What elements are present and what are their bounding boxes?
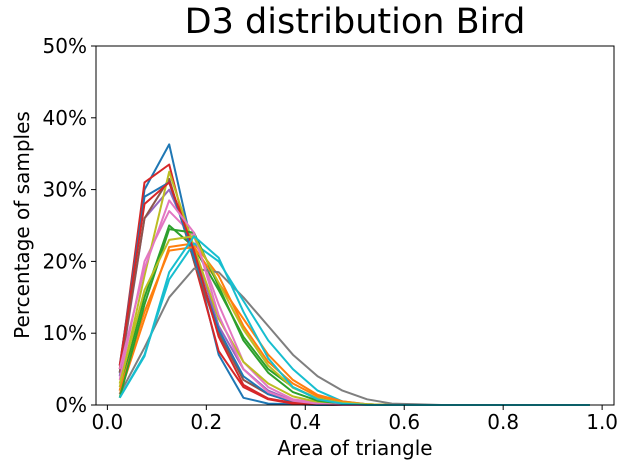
y-tick-label: 30% (43, 178, 87, 202)
series-line-10 (118, 242, 590, 406)
series-line-4 (118, 163, 590, 406)
x-tick-label: 0.6 (388, 410, 420, 434)
series-line-14 (118, 181, 590, 406)
series-line-17 (118, 235, 590, 406)
series-line-6 (118, 177, 590, 406)
y-tick-label: 0% (55, 393, 87, 417)
y-ticks: 0% 10% 20% 30% 40% 50% (43, 34, 96, 417)
series-line-3 (118, 224, 590, 406)
series-line-13 (118, 228, 590, 406)
x-tick-label: 0.4 (289, 410, 321, 434)
series-line-16 (118, 235, 590, 406)
x-axis-label: Area of triangle (277, 436, 433, 460)
x-tick-label: 1.0 (586, 410, 618, 434)
y-tick-label: 50% (43, 34, 87, 58)
series-line-1 (118, 143, 590, 406)
x-ticks: 0.0 0.2 0.4 0.6 0.8 1.0 (91, 405, 618, 434)
series-line-9 (118, 170, 590, 406)
y-tick-label: 20% (43, 249, 87, 273)
y-tick-label: 40% (43, 106, 87, 130)
series-line-5 (118, 188, 590, 406)
y-tick-label: 10% (43, 321, 87, 345)
x-tick-label: 0.2 (190, 410, 222, 434)
plot-frame (95, 45, 615, 406)
x-tick-label: 0.8 (487, 410, 519, 434)
x-tick-label: 0.0 (91, 410, 123, 434)
series-line-8 (118, 267, 590, 406)
series-line-2 (118, 242, 590, 406)
series-layer (118, 143, 590, 406)
series-line-11 (118, 181, 590, 406)
chart-title: D3 distribution Bird (184, 2, 526, 42)
series-line-12 (118, 246, 590, 406)
